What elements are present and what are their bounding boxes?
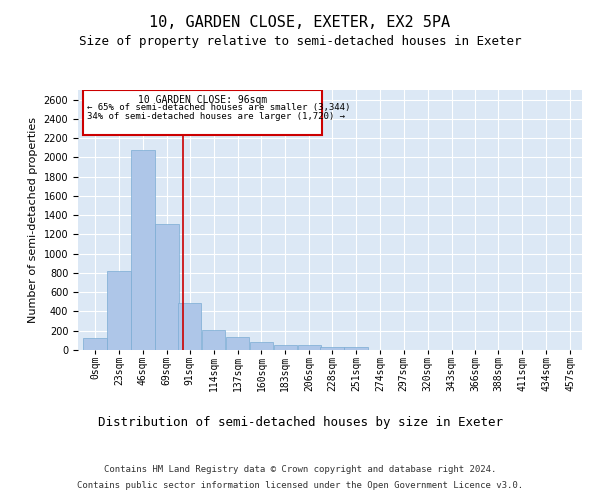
Y-axis label: Number of semi-detached properties: Number of semi-detached properties (28, 117, 38, 323)
Bar (202, 330, 226, 350)
Text: 34% of semi-detached houses are larger (1,720) →: 34% of semi-detached houses are larger (… (88, 112, 346, 121)
Bar (298, 345, 321, 350)
Bar (131, 150, 155, 350)
Bar (226, 338, 249, 350)
Bar (107, 271, 131, 350)
Bar (178, 303, 202, 350)
Text: Contains HM Land Registry data © Crown copyright and database right 2024.: Contains HM Land Registry data © Crown c… (104, 466, 496, 474)
Bar (83, 338, 107, 350)
FancyBboxPatch shape (83, 90, 322, 136)
Bar (274, 345, 297, 350)
Text: ← 65% of semi-detached houses are smaller (3,344): ← 65% of semi-detached houses are smalle… (88, 104, 351, 112)
Text: 10, GARDEN CLOSE, EXETER, EX2 5PA: 10, GARDEN CLOSE, EXETER, EX2 5PA (149, 15, 451, 30)
Text: Size of property relative to semi-detached houses in Exeter: Size of property relative to semi-detach… (79, 35, 521, 48)
Bar (250, 342, 273, 350)
Text: Distribution of semi-detached houses by size in Exeter: Distribution of semi-detached houses by … (97, 416, 503, 429)
Bar (320, 347, 344, 350)
Bar (344, 347, 368, 350)
Text: Contains public sector information licensed under the Open Government Licence v3: Contains public sector information licen… (77, 480, 523, 490)
Text: 10 GARDEN CLOSE: 96sqm: 10 GARDEN CLOSE: 96sqm (138, 95, 268, 105)
Bar (155, 224, 179, 350)
